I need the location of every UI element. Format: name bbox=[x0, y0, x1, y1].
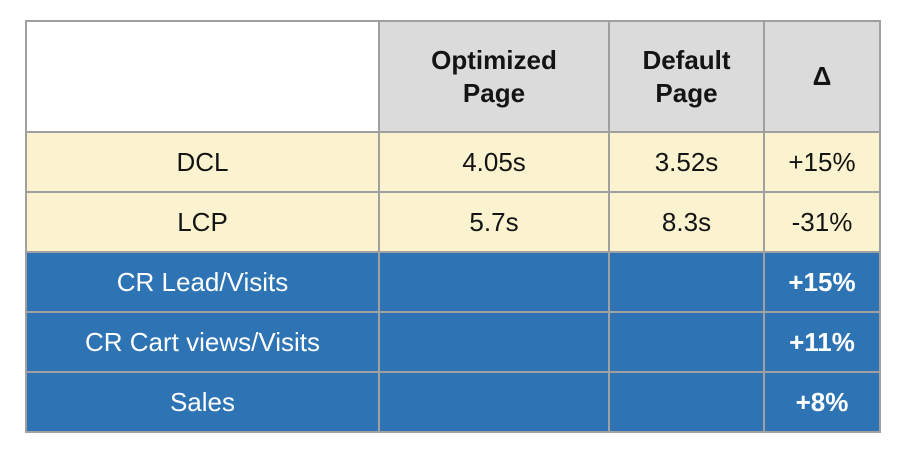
default-value-cell bbox=[608, 311, 765, 373]
comparison-table-container: Optimized Page Default Page Δ DCL 4.05s … bbox=[25, 20, 881, 433]
delta-value-cell: +15% bbox=[763, 251, 881, 313]
optimized-value-cell: 4.05s bbox=[378, 131, 610, 193]
table-row-cr-cart-views-visits: CR Cart views/Visits +11% bbox=[25, 311, 881, 373]
default-value-cell bbox=[608, 251, 765, 313]
delta-value-cell: +8% bbox=[763, 371, 881, 433]
row-label-cell: Sales bbox=[25, 371, 380, 433]
row-label-cell: CR Cart views/Visits bbox=[25, 311, 380, 373]
column-header-default-page: Default Page bbox=[608, 20, 765, 133]
table-header-row: Optimized Page Default Page Δ bbox=[25, 20, 881, 133]
optimized-value-cell: 5.7s bbox=[378, 191, 610, 253]
row-label-cell: LCP bbox=[25, 191, 380, 253]
row-label-cell: DCL bbox=[25, 131, 380, 193]
delta-value-cell: +11% bbox=[763, 311, 881, 373]
delta-value-cell: -31% bbox=[763, 191, 881, 253]
table-row-lcp: LCP 5.7s 8.3s -31% bbox=[25, 191, 881, 253]
default-value-cell: 3.52s bbox=[608, 131, 765, 193]
default-value-cell bbox=[608, 371, 765, 433]
optimized-value-cell bbox=[378, 371, 610, 433]
column-header-label: Default Page bbox=[642, 45, 731, 108]
row-label-cell: CR Lead/Visits bbox=[25, 251, 380, 313]
table-row-dcl: DCL 4.05s 3.52s +15% bbox=[25, 131, 881, 193]
comparison-table: Optimized Page Default Page Δ DCL 4.05s … bbox=[25, 20, 881, 433]
column-header-optimized-page: Optimized Page bbox=[378, 20, 610, 133]
corner-cell bbox=[25, 20, 380, 133]
default-value-cell: 8.3s bbox=[608, 191, 765, 253]
delta-value-cell: +15% bbox=[763, 131, 881, 193]
column-header-label: Optimized Page bbox=[431, 45, 557, 108]
optimized-value-cell bbox=[378, 311, 610, 373]
optimized-value-cell bbox=[378, 251, 610, 313]
table-row-cr-lead-visits: CR Lead/Visits +15% bbox=[25, 251, 881, 313]
column-header-delta: Δ bbox=[763, 20, 881, 133]
table-row-sales: Sales +8% bbox=[25, 371, 881, 433]
